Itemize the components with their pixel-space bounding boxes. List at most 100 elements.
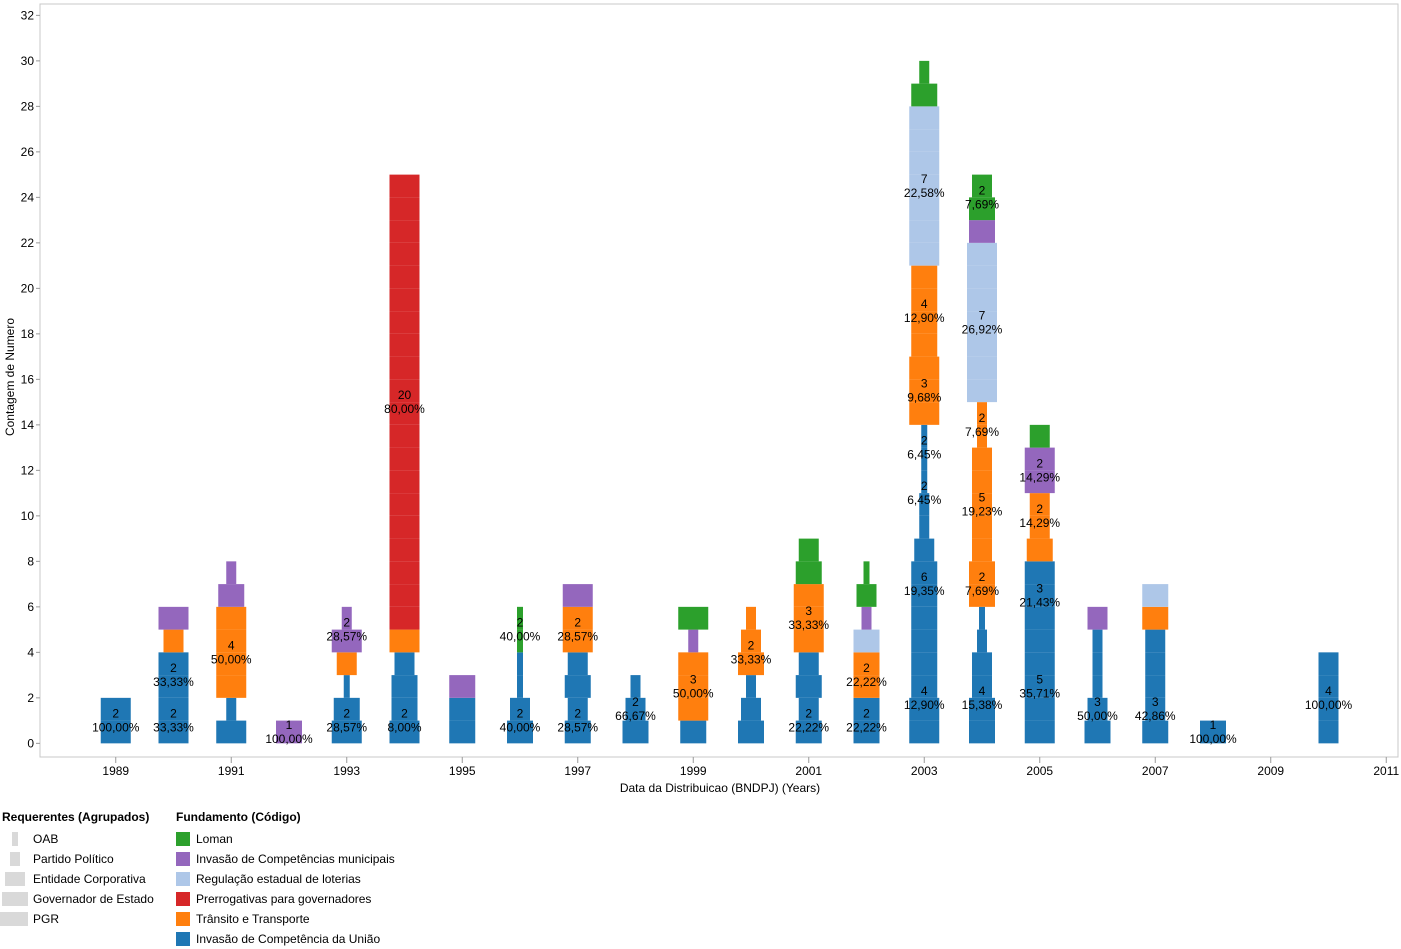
bar-1990: [158, 606, 189, 744]
bar-unit: [1145, 697, 1166, 721]
bar-unit: [389, 629, 420, 653]
color-legend-label: Invasão de Competência da União: [196, 932, 381, 946]
bar-unit: [562, 584, 593, 607]
size-legend-item: Entidade Corporativa: [2, 869, 154, 889]
bar-unit: [911, 83, 938, 107]
segment-percent-label: 9,68%: [907, 391, 941, 405]
segment-percent-label: 33,33%: [788, 618, 829, 632]
segment-count-label: 2: [170, 661, 177, 675]
segment-percent-label: 14,29%: [1019, 470, 1060, 484]
bar-unit: [389, 538, 420, 562]
size-legend-label: PGR: [33, 912, 60, 926]
size-legend-item: Governador de Estado: [2, 889, 154, 909]
bar-unit: [1318, 720, 1339, 744]
size-legend-items: OAB Partido Político Entidade Corporativa G…: [0, 829, 154, 929]
bar-unit: [517, 652, 523, 676]
bar-unit: [969, 220, 995, 243]
color-legend-item: Invasão de Competência da União: [176, 929, 395, 949]
bar-unit: [1024, 561, 1055, 585]
bar-unit: [389, 424, 420, 448]
segment-percent-label: 14,29%: [1019, 516, 1060, 530]
segment-count-label: 2: [401, 707, 408, 721]
bar-1999: [678, 606, 709, 744]
stacked-bar-chart: 2100,00%233,33%233,33%450,00%1100,00%228…: [3, 3, 1399, 795]
segment-percent-label: 6,45%: [907, 448, 941, 462]
bar-unit: [336, 652, 357, 676]
segment-count-label: 3: [1094, 695, 1101, 709]
bar-unit: [341, 606, 352, 630]
bar-unit: [1145, 629, 1166, 653]
bar-unit: [1026, 538, 1053, 562]
segment-count-label: 2: [863, 707, 870, 721]
segment-count-label: 2: [748, 638, 755, 652]
segment-percent-label: 50,00%: [1077, 709, 1118, 723]
size-legend-label: OAB: [33, 832, 59, 846]
bar-unit: [972, 652, 992, 676]
bar-unit: [216, 675, 247, 698]
segment-count-label: 2: [574, 616, 581, 630]
bar-unit: [969, 197, 995, 221]
segment-percent-label: 28,57%: [557, 721, 598, 735]
bar-unit: [909, 379, 940, 403]
bar-2006: [1084, 606, 1111, 744]
segment-count-label: 1: [286, 718, 293, 732]
segment-percent-label: 50,00%: [211, 652, 252, 666]
color-swatch: [176, 912, 190, 926]
bar-unit: [909, 129, 940, 152]
bar-unit: [625, 697, 646, 721]
bar-unit: [977, 402, 987, 425]
bar-unit: [389, 584, 420, 607]
segment-percent-label: 66,67%: [615, 709, 656, 723]
segment-percent-label: 28,57%: [326, 630, 367, 644]
bar-unit: [678, 697, 709, 721]
bar-unit: [630, 675, 641, 698]
bar-unit: [158, 697, 189, 721]
bar-unit: [969, 584, 995, 607]
bar-1997: [562, 584, 593, 744]
bar-unit: [389, 242, 420, 266]
bar-unit: [798, 652, 819, 676]
color-legend-title: Fundamento (Código): [176, 810, 301, 824]
segment-percent-label: 33,33%: [153, 675, 194, 689]
bar-unit: [389, 402, 420, 425]
bar-unit: [921, 424, 928, 448]
bar-unit: [567, 652, 588, 676]
bar-unit: [449, 720, 476, 744]
color-legend-label: Loman: [196, 832, 233, 846]
bar-unit: [678, 675, 709, 698]
bar-unit: [391, 697, 418, 721]
segment-count-label: 3: [1036, 581, 1043, 595]
bar-1991: [216, 561, 247, 744]
segment-percent-label: 40,00%: [500, 630, 541, 644]
bar-1989: [100, 697, 131, 744]
segment-percent-label: 12,90%: [904, 698, 945, 712]
color-legend-item: Regulação estadual de loterias: [176, 869, 395, 889]
color-legend-item: Trânsito e Transporte: [176, 909, 395, 929]
bar-unit: [1024, 606, 1055, 630]
segment-percent-label: 22,58%: [904, 186, 945, 200]
bar-unit: [276, 720, 302, 744]
bar-unit: [449, 675, 476, 698]
bar-unit: [972, 174, 992, 198]
y-tick-label: 32: [21, 8, 35, 22]
bar-unit: [919, 515, 930, 539]
y-tick-label: 6: [27, 600, 34, 614]
color-legend-items: Loman Invasão de Competências municipais R…: [176, 829, 395, 949]
bar-unit: [1092, 652, 1103, 676]
bar-unit: [795, 675, 822, 698]
bar-unit: [1084, 720, 1111, 744]
bar-unit: [158, 675, 189, 698]
segment-count-label: 7: [921, 172, 928, 186]
color-legend-item: Loman: [176, 829, 395, 849]
y-tick-label: 10: [21, 509, 35, 523]
bar-unit: [158, 652, 189, 676]
segment-percent-label: 7,69%: [965, 425, 999, 439]
segment-count-label: 2: [574, 707, 581, 721]
x-tick-label: 2001: [795, 764, 822, 778]
segment-count-label: 2: [112, 707, 119, 721]
bar-unit: [911, 288, 938, 312]
bar-unit: [911, 265, 938, 289]
bar-unit: [688, 629, 699, 653]
bar-unit: [1024, 697, 1055, 721]
